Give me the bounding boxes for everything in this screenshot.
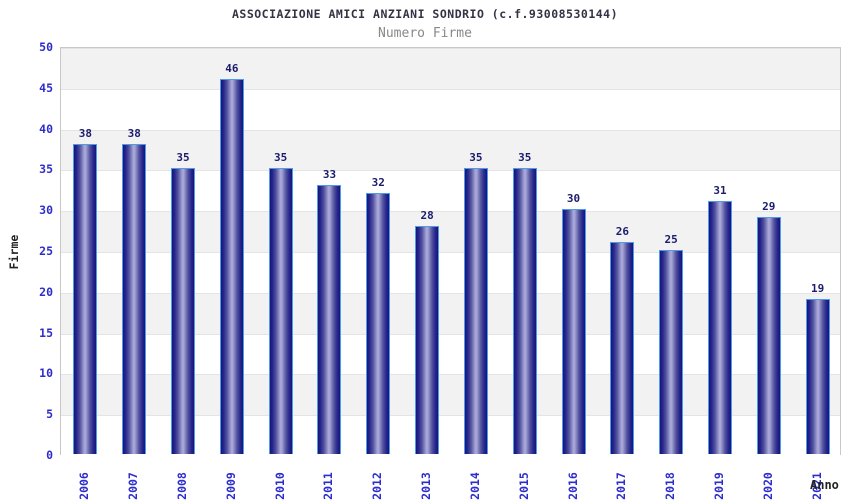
bar-value-label: 26 [615,224,629,238]
bar-value-label: 33 [322,167,337,181]
x-tick-label: 2020 [760,472,775,500]
bar-value-label: 19 [810,281,825,295]
y-tick-label: 50 [39,40,53,54]
x-tick-label: 2017 [614,472,629,500]
bar-2019 [707,201,732,454]
y-tick-label: 30 [39,203,53,218]
y-tick-label: 25 [39,244,53,258]
x-tick-label: 2008 [175,472,190,500]
x-tick-label: 2013 [419,472,434,500]
x-tick-label: 2015 [516,472,531,500]
chart-subtitle: Numero Firme [378,26,472,41]
chart-title: ASSOCIAZIONE AMICI ANZIANI SONDRIO (c.f.… [231,7,619,21]
bar-value-label: 38 [78,126,93,140]
bar-value-label: 46 [225,61,239,75]
y-tick-label: 5 [46,407,53,422]
bar-2015 [512,168,537,454]
bar-value-label: 29 [762,200,776,214]
bar-2017 [610,241,635,454]
x-tick-label: 2011 [321,472,336,500]
y-tick-label: 20 [39,284,53,299]
y-tick-label: 0 [46,448,53,462]
bar-2011 [317,184,342,454]
bar-2007 [122,143,147,454]
x-tick-label: 2018 [663,472,678,500]
y-tick-label: 40 [39,121,53,136]
bar-value-label: 31 [713,184,727,198]
bar-2009 [219,78,244,454]
bar-value-label: 38 [127,126,141,140]
x-tick-label: 2007 [126,472,141,500]
x-axis-title: Anno [810,478,839,492]
x-tick-label: 2016 [565,472,580,500]
x-tick-label: 2010 [272,472,287,500]
bar-2006 [73,143,98,454]
bar-value-label: 30 [566,192,581,206]
x-tick-label: 2019 [711,472,726,500]
x-tick-label: 2006 [77,472,92,500]
bar-2016 [561,209,586,454]
bar-value-label: 35 [518,151,532,165]
bar-2018 [659,250,684,454]
grid-band [61,48,840,89]
bar-value-label: 28 [420,208,434,222]
bar-2021 [805,298,830,454]
bar-2020 [756,217,781,454]
bar-2013 [415,225,440,454]
grid-band [61,88,840,130]
grid-band [61,129,840,171]
x-tick-label: 2014 [467,472,482,500]
bar-value-label: 35 [469,151,483,165]
bar-value-label: 35 [176,151,190,165]
y-axis-title: Firme [7,234,21,270]
bar-value-label: 25 [664,233,678,246]
bar-2012 [366,192,391,454]
bar-2010 [268,168,293,454]
y-tick-label: 10 [39,366,53,381]
y-tick-label: 35 [39,162,53,177]
y-tick-label: 45 [39,80,53,95]
x-tick-label: 2012 [370,472,385,500]
bar-value-label: 35 [274,151,288,165]
bar-2014 [463,168,488,454]
bar-2008 [171,168,196,454]
x-tick-label: 2009 [223,472,238,500]
plot-area: 38 38 35 46 35 33 32 28 35 35 30 26 25 31 29 19 [60,47,841,456]
y-tick-label: 15 [39,325,53,340]
bar-value-label: 32 [371,175,385,189]
